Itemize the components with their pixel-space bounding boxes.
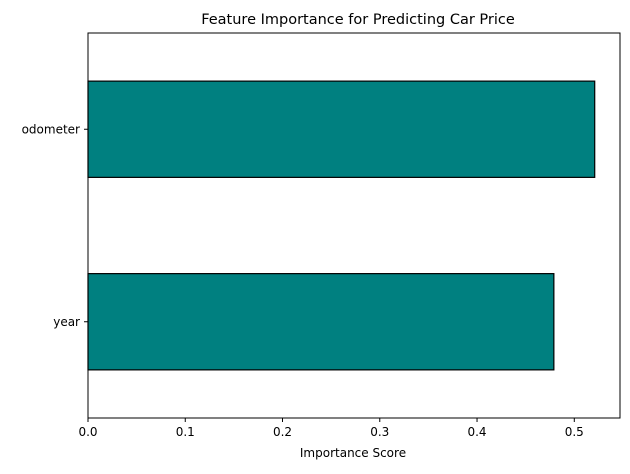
x-tick-label: 0.4 (467, 425, 486, 439)
x-tick-label: 0.2 (273, 425, 292, 439)
x-axis: 0.0 0.1 0.2 0.3 0.4 0.5 (78, 418, 584, 439)
bar-odometer (87, 80, 596, 178)
x-tick-label: 0.1 (176, 425, 195, 439)
x-axis-label: Importance Score (300, 446, 406, 460)
plot-frame (87, 32, 621, 419)
bar-year (87, 273, 555, 371)
y-tick-label: year (53, 315, 80, 329)
bars-layer (87, 80, 596, 371)
chart-title: Feature Importance for Predicting Car Pr… (201, 12, 515, 28)
x-tick-label: 0.0 (78, 425, 97, 439)
x-tick-label: 0.3 (370, 425, 389, 439)
y-tick-label: odometer (22, 122, 80, 136)
y-axis: year odometer (22, 122, 88, 329)
x-tick-label: 0.5 (565, 425, 584, 439)
